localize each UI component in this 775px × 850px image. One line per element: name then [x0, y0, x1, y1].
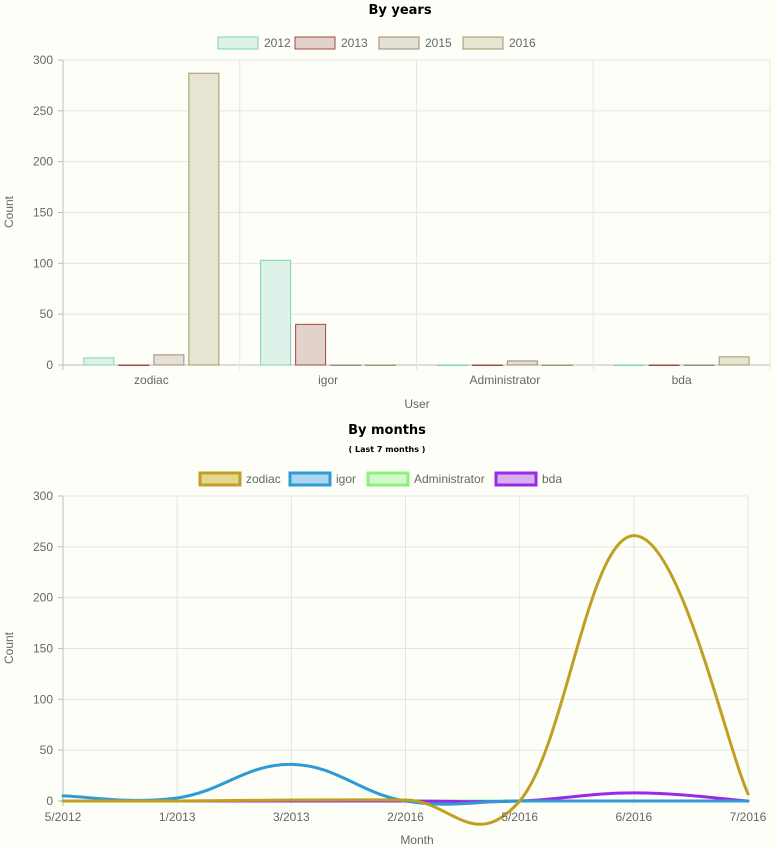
bar-igor-2013[interactable] [295, 323, 327, 366]
bar-chart-by-years: By years 2012 2013 2015 2016 0 50 100 150 200 25… [2, 3, 771, 411]
bar-Administrator-2012[interactable] [436, 364, 468, 366]
y-tick-label: 300 [33, 53, 53, 67]
grid [62, 59, 771, 370]
y-axis-title: Count [2, 195, 16, 228]
chart-title: By months [348, 423, 426, 438]
legend-label: 2016 [509, 36, 536, 50]
legend-label: zodiac [246, 472, 281, 486]
bar-Administrator-2016[interactable] [541, 364, 573, 366]
y-tick-label: 300 [33, 489, 53, 503]
bar-zodiac-2016[interactable] [188, 72, 220, 366]
y-tick-label: 250 [33, 104, 53, 118]
bars [83, 72, 750, 366]
x-tick-label: Administrator [470, 373, 541, 387]
x-tick-label: igor [318, 373, 338, 387]
legend-swatch [198, 471, 242, 487]
y-tick-label: 150 [33, 206, 53, 220]
x-tick-label: 7/2016 [730, 810, 767, 824]
x-tick-label: 2/2016 [387, 810, 424, 824]
y-tick-label: 0 [46, 794, 53, 808]
legend-label: 2012 [264, 36, 291, 50]
bar-zodiac-2012[interactable] [83, 357, 115, 366]
y-tick-label: 200 [33, 155, 53, 169]
x-tick-label: 1/2013 [159, 810, 196, 824]
bar-igor-2016[interactable] [365, 364, 397, 366]
y-tick-label: 50 [40, 307, 54, 321]
legend-label: Administrator [414, 472, 485, 486]
x-tick-label: zodiac [134, 373, 169, 387]
bar-igor-2012[interactable] [260, 259, 292, 366]
bar-zodiac-2015[interactable] [153, 354, 185, 366]
legend[interactable]: 2012 2013 2015 2016 [217, 36, 536, 50]
x-axis-title: User [404, 397, 429, 411]
legend-swatch [366, 471, 410, 487]
y-tick-label: 100 [33, 692, 53, 706]
legend-label: 2013 [341, 36, 368, 50]
legend-swatch [462, 36, 504, 50]
legend-swatch [288, 471, 332, 487]
grid [62, 495, 749, 806]
legend-swatch [378, 36, 420, 50]
bar-Administrator-2015[interactable] [506, 360, 538, 366]
legend-swatch [217, 36, 259, 50]
x-tick-label: 6/2016 [615, 810, 652, 824]
bar-zodiac-2013[interactable] [118, 364, 150, 366]
legend-swatch [294, 36, 336, 50]
axes: 0 50 100 150 200 250 300 zodiac igor Administrato… [33, 53, 692, 387]
x-tick-label: 3/2013 [273, 810, 310, 824]
y-tick-label: 250 [33, 540, 53, 554]
legend-label: 2015 [425, 36, 452, 50]
x-axis-title: Month [400, 833, 433, 847]
x-tick-label: bda [672, 373, 692, 387]
y-tick-label: 100 [33, 256, 53, 270]
bar-bda-2016[interactable] [718, 356, 750, 366]
y-tick-label: 150 [33, 642, 53, 656]
chart-title: By years [368, 3, 431, 18]
axes: 0 50 100 150 200 250 300 5/2012 1/2013 3/2013 2/20… [33, 489, 767, 824]
y-tick-label: 0 [46, 358, 53, 372]
bar-bda-2013[interactable] [648, 364, 680, 366]
line-zodiac[interactable] [61, 534, 750, 826]
legend[interactable]: zodiac igor Administrator bda [198, 471, 562, 487]
y-tick-label: 50 [40, 743, 54, 757]
chart-subtitle: ( Last 7 months ) [349, 445, 426, 454]
x-tick-label: 5/2016 [501, 810, 538, 824]
y-tick-label: 200 [33, 591, 53, 605]
line-chart-by-months: By months ( Last 7 months ) zodiac igor Ad… [2, 423, 767, 847]
bar-bda-2012[interactable] [613, 364, 645, 366]
lines [61, 534, 750, 826]
legend-swatch [494, 471, 538, 487]
bar-igor-2015[interactable] [330, 364, 362, 366]
legend-label: bda [542, 472, 562, 486]
y-axis-title: Count [2, 631, 16, 664]
bar-Administrator-2013[interactable] [471, 364, 503, 366]
legend-label: igor [336, 472, 356, 486]
x-tick-label: 5/2012 [45, 810, 82, 824]
bar-bda-2015[interactable] [683, 364, 715, 366]
